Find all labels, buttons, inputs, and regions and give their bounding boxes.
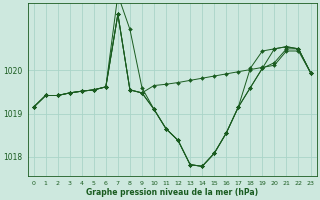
X-axis label: Graphe pression niveau de la mer (hPa): Graphe pression niveau de la mer (hPa) — [86, 188, 258, 197]
